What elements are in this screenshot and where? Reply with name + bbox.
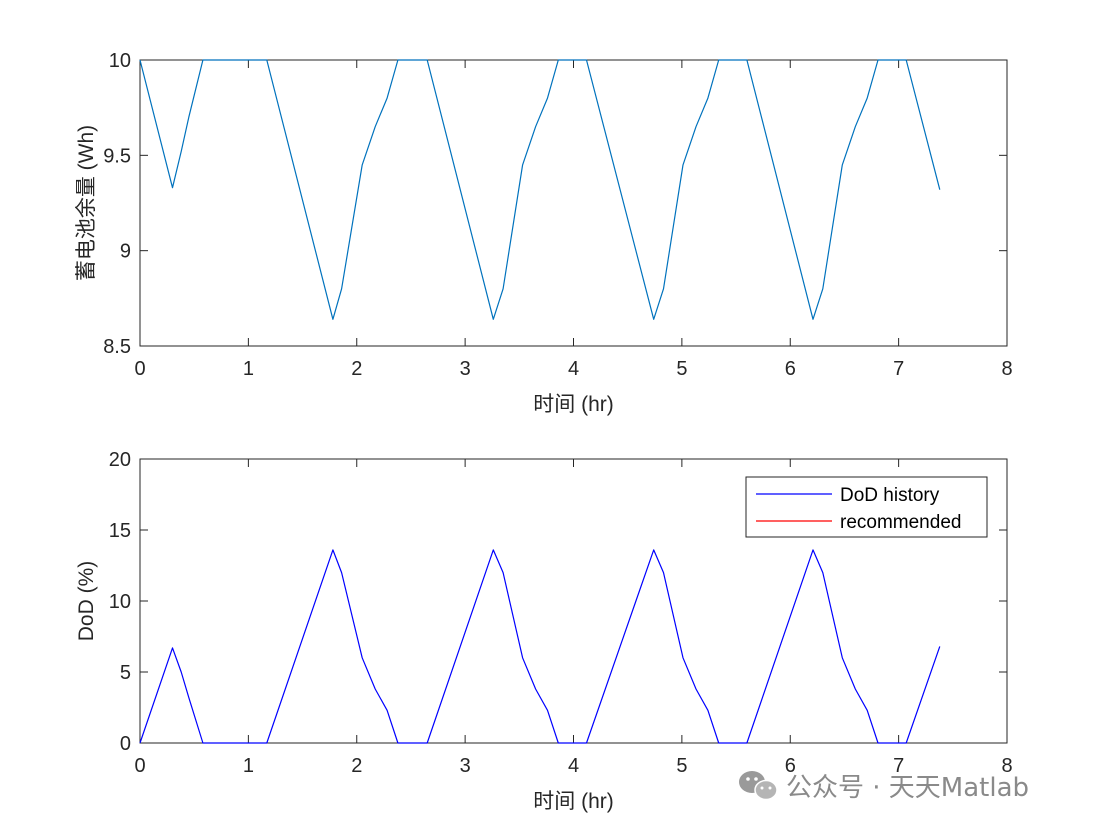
x-tick-label: 3 — [460, 358, 471, 380]
x-tick-label: 7 — [893, 358, 904, 380]
x-tick-label: 2 — [351, 358, 362, 380]
axes-box — [139, 59, 1008, 347]
y-tick-label: 0 — [120, 733, 131, 755]
y-tick-label: 9.5 — [103, 145, 131, 167]
x-tick-label: 6 — [785, 755, 796, 777]
battery-chart: 0 1 2 3 4 5 6 7 8 8.5 9 9.5 10 时间 (hr) 蓄电池余量 (Wh) — [75, 50, 1013, 416]
y-tick-label: 10 — [109, 50, 131, 72]
y-tick-label: 10 — [109, 591, 131, 613]
x-tick-label: 4 — [568, 755, 579, 777]
wechat-icon — [739, 771, 778, 801]
dod-chart: 0 1 2 3 4 5 6 7 8 0 5 10 15 20 时间 (hr) DoD (%) DoD histo… — [75, 449, 1013, 813]
y-axis-label: DoD (%) — [75, 561, 98, 642]
x-tick-label: 6 — [785, 358, 796, 380]
x-tick-label: 5 — [676, 755, 687, 777]
watermark: 公众号 · 天天Matlab — [739, 771, 1029, 803]
series-line-0 — [139, 549, 941, 744]
legend-label: DoD history — [840, 485, 940, 506]
x-tick-label: 7 — [893, 755, 904, 777]
x-axis-label: 时间 (hr) — [533, 393, 614, 416]
x-axis-label: 时间 (hr) — [533, 790, 614, 813]
series-line-0 — [139, 59, 941, 320]
x-tick-label: 0 — [134, 358, 145, 380]
x-tick-label: 8 — [1001, 755, 1012, 777]
y-axis-label: 蓄电池余量 (Wh) — [75, 125, 98, 281]
x-tick-label: 1 — [243, 755, 254, 777]
x-tick-label: 2 — [351, 755, 362, 777]
x-tick-label: 0 — [134, 755, 145, 777]
watermark-text: 公众号 · 天天Matlab — [786, 773, 1029, 803]
y-tick-label: 5 — [120, 662, 131, 684]
y-tick-label: 8.5 — [103, 336, 131, 358]
legend: DoD history recommended — [745, 476, 988, 538]
legend-box — [745, 476, 988, 538]
y-tick-label: 15 — [109, 520, 131, 542]
x-tick-label: 1 — [243, 358, 254, 380]
x-tick-label: 4 — [568, 358, 579, 380]
x-tick-label: 3 — [460, 755, 471, 777]
y-tick-label: 9 — [120, 241, 131, 263]
x-tick-label: 5 — [676, 358, 687, 380]
y-tick-label: 20 — [109, 449, 131, 471]
x-tick-label: 8 — [1001, 358, 1012, 380]
legend-label: recommended — [840, 512, 961, 533]
